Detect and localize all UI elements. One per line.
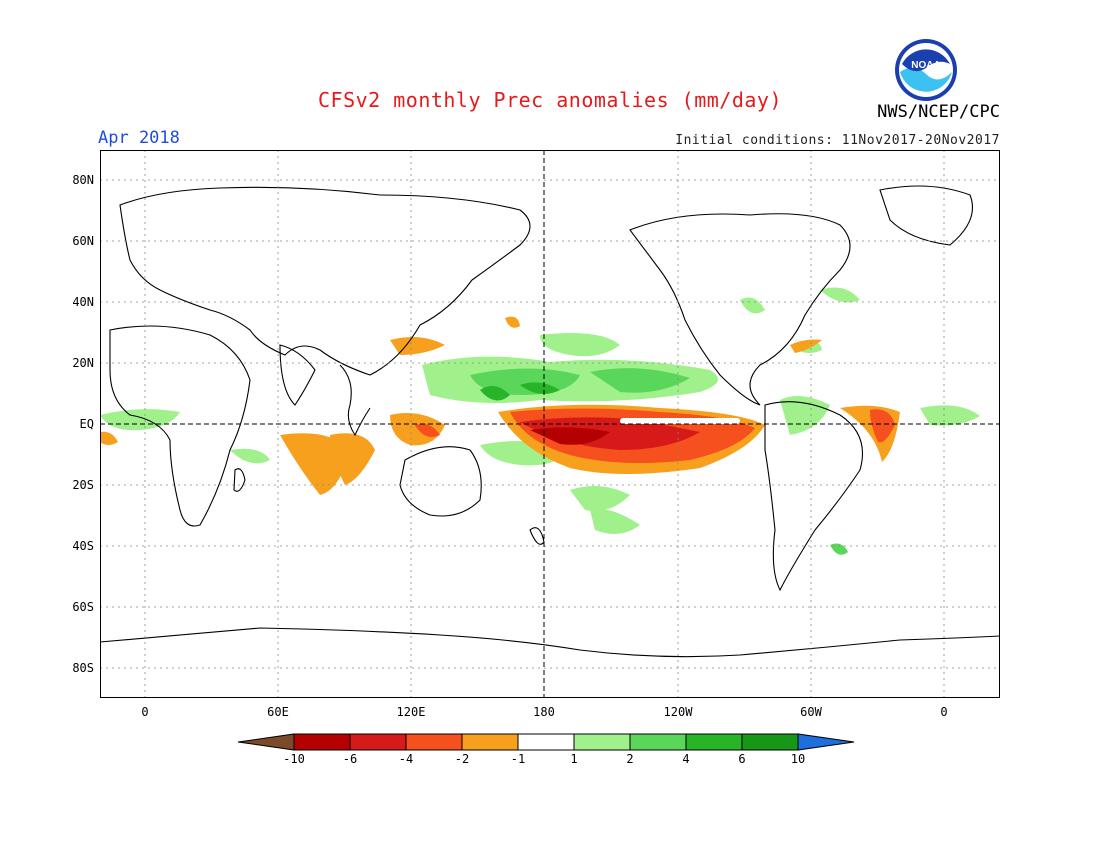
- colorbar-tick-label: 6: [738, 752, 746, 766]
- dry-anomalies: [100, 316, 900, 495]
- forecast-month: Apr 2018: [98, 128, 180, 148]
- colorbar-low-arrow: [238, 733, 295, 751]
- colorbar-tick-label: -10: [283, 752, 305, 766]
- agency-label: NWS/NCEP/CPC: [877, 102, 1000, 122]
- colorbar-swatch: [405, 733, 463, 751]
- lon-label: 60E: [267, 705, 289, 719]
- equator-dateline: [100, 150, 1000, 698]
- lat-label: 20N: [72, 356, 94, 370]
- wet-anomalies: [100, 287, 980, 555]
- colorbar-swatch: [461, 733, 519, 751]
- lon-label: 0: [141, 705, 149, 719]
- gridlines: [100, 150, 1000, 698]
- lon-label: 120W: [663, 705, 693, 719]
- colorbar-tick-label: -6: [342, 752, 358, 766]
- colorbar-tick-label: -2: [454, 752, 470, 766]
- colorbar-swatch: [685, 733, 743, 751]
- lat-label: 60N: [72, 234, 94, 248]
- map-title: CFSv2 monthly Prec anomalies (mm/day): [317, 88, 783, 112]
- lat-label: 80S: [72, 661, 94, 675]
- colorbar-swatch: [293, 733, 351, 751]
- colorbar-swatch: [573, 733, 631, 751]
- colorbar-tick-label: 4: [682, 752, 690, 766]
- lat-label: 80N: [72, 173, 94, 187]
- lat-label: 40S: [72, 539, 94, 553]
- lat-label: 60S: [72, 600, 94, 614]
- colorbar: [238, 733, 855, 751]
- colorbar-swatch: [741, 733, 799, 751]
- initial-conditions: Initial conditions: 11Nov2017-20Nov2017: [675, 133, 1000, 148]
- lon-label: 60W: [800, 705, 822, 719]
- colorbar-swatch: [349, 733, 407, 751]
- logo-text: NOAA: [911, 60, 940, 71]
- colorbar-tick-label: -4: [398, 752, 414, 766]
- lon-label: 180: [533, 705, 555, 719]
- lat-label: EQ: [79, 417, 94, 431]
- noaa-logo: NOAA: [895, 39, 957, 101]
- colorbar-tick-label: 10: [790, 752, 806, 766]
- colorbar-tick-label: -1: [510, 752, 526, 766]
- colorbar-tick-label: 1: [570, 752, 578, 766]
- colorbar-swatch: [629, 733, 687, 751]
- precip-map: [100, 150, 1000, 698]
- colorbar-tick-label: 2: [626, 752, 634, 766]
- colorbar-swatch: [517, 733, 575, 751]
- coastlines: [100, 185, 1000, 658]
- lon-label: 0: [940, 705, 948, 719]
- lat-label: 40N: [72, 295, 94, 309]
- lon-label: 120E: [396, 705, 426, 719]
- lat-label: 20S: [72, 478, 94, 492]
- colorbar-high-arrow: [797, 733, 855, 751]
